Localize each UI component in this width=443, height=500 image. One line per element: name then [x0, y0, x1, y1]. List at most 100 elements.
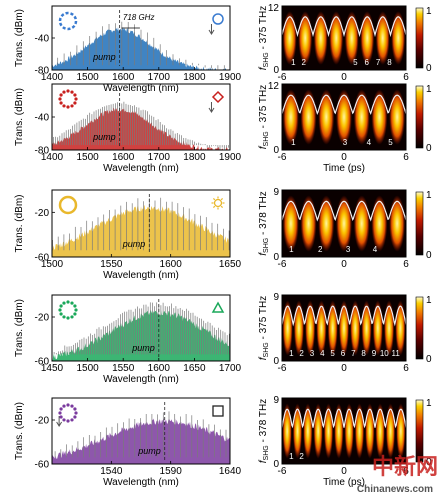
heatmap-pulse-1-2 — [313, 11, 328, 65]
heatmap-ylabel-3: fSHG - 378 THz — [258, 191, 270, 255]
heatmap-pulse-2-3 — [336, 89, 352, 145]
heatmap-ytick-bottom-4: 0 — [273, 356, 279, 367]
heatmap-xtick-1-1: 0 — [341, 72, 347, 83]
heatmap-pulse-3-2 — [318, 195, 335, 252]
pulse-label-4-0: 1 — [289, 349, 294, 358]
spectrum-frame-5 — [51, 397, 231, 465]
x-tick-label-1-4: 1800 — [183, 72, 206, 83]
heatmap-xtick-4-0: -6 — [278, 363, 287, 374]
heatmap-xtick-3-1: 0 — [341, 259, 347, 270]
diamond-symbol-icon — [211, 90, 225, 104]
spectrum-traces-2 — [52, 88, 230, 150]
heatmap-pulse-3-5 — [371, 195, 388, 252]
pulse-label-4-8: 9 — [372, 349, 377, 358]
heatmap-pulse-2-6 — [389, 89, 406, 145]
x-tick-label-3-1: 1550 — [100, 259, 123, 270]
circle-symbol-icon — [212, 13, 224, 25]
heatmap-image-2 — [282, 84, 406, 150]
x-tick-label-1-3: 1700 — [148, 72, 171, 83]
heatmap-pulse-4-3 — [316, 300, 327, 356]
heatmap-xtick-2-0: -6 — [278, 152, 287, 163]
spectrum-panel-5: 1540 1590 1640 -20 -60 Wavelength (nm) Trans. … — [14, 397, 242, 488]
x-tick-label-2-4: 1800 — [183, 152, 206, 163]
heatmap-pulse-5-11 — [396, 403, 406, 459]
heatmap-pulse-1-6 — [375, 11, 390, 65]
x-tick-label-4-5: 1700 — [219, 363, 242, 374]
pulse-label-1-1: 2 — [301, 58, 306, 67]
colorbar-tick-bottom-3: 0 — [426, 250, 432, 261]
spectrum-panel-3: 1500 1550 1600 1650 -20 -60 Wavelength (nm) Tra… — [14, 189, 242, 281]
spectrum-envelope-5 — [52, 418, 230, 464]
heatmap-xlabel-2: Time (ps) — [323, 163, 365, 174]
heatmap-trace-5 — [282, 408, 406, 429]
x-tick-label-1-5: 1900 — [219, 72, 242, 83]
pulse-label-4-5: 6 — [341, 349, 346, 358]
x-tick-label-4-3: 1600 — [148, 363, 171, 374]
y-tick-label-5-0: -20 — [35, 416, 50, 427]
heatmap-pulse-2-2 — [318, 89, 335, 145]
x-tick-label-5-0: 1540 — [100, 466, 123, 477]
pulse-label-2-0: 1 — [291, 138, 296, 147]
heatmap-xlabel-5: Time (ps) — [323, 477, 365, 488]
colorbar-tick-top-4: 1 — [426, 295, 432, 306]
pump-label-1: pump — [92, 52, 116, 62]
y-tick-label-1-0: -40 — [35, 34, 50, 45]
pump-label-3: pump — [122, 239, 146, 249]
y-tick-label-5-1: -60 — [35, 460, 50, 471]
watermark-en: Chinanews.com — [357, 484, 433, 495]
pulse-label-4-2: 3 — [310, 349, 315, 358]
pulse-label-3-3: 4 — [373, 245, 378, 254]
heatmap-pulse-5-9 — [375, 403, 385, 459]
heatmap-pulse-4-10 — [395, 300, 406, 356]
sun-symbol-icon — [213, 198, 223, 208]
y-axis-label-5: Trans. (dBm) — [14, 402, 25, 460]
heatmap-pulse-2-4 — [353, 89, 370, 145]
y-tick-label-4-1: -60 — [35, 357, 50, 368]
pump-label-5: pump — [137, 446, 161, 456]
ring-dots-icon-2 — [58, 89, 78, 109]
heatmap-pulse-4-8 — [372, 300, 383, 356]
pulse-label-3-0: 1 — [289, 245, 294, 254]
x-tick-label-4-4: 1650 — [183, 363, 206, 374]
x-tick-label-3-3: 1650 — [219, 259, 242, 270]
x-tick-label-1-2: 1600 — [112, 72, 135, 83]
spectrum-comb-lines-2 — [53, 101, 229, 150]
spectrum-traces-4 — [52, 299, 230, 361]
heatmap-pulse-1-4 — [344, 11, 359, 65]
x-tick-label-2-0: 1400 — [41, 152, 64, 163]
heatmap-xtick-2-1: 0 — [341, 152, 347, 163]
heatmap-pulse-1-5 — [360, 11, 375, 65]
heatmap-pulse-5-3 — [313, 403, 323, 459]
heatmap-image-5 — [282, 398, 406, 464]
heatmap-ytick-top-3: 9 — [273, 187, 279, 198]
x-tick-label-2-3: 1700 — [148, 152, 171, 163]
heatmap-ytick-top-1: 12 — [268, 3, 280, 14]
heatmap-ytick-top-5: 9 — [273, 395, 279, 406]
pulse-label-1-4: 7 — [376, 58, 381, 67]
heatmap-pulse-5-1 — [292, 403, 303, 459]
heatmap-frame-1 — [281, 5, 407, 71]
y-axis-label-4: Trans. (dBm) — [14, 299, 25, 357]
heatmap-frame-2 — [281, 83, 407, 151]
heatmap-background-5 — [282, 398, 406, 464]
x-tick-label-3-2: 1600 — [160, 259, 183, 270]
heatmap-ytick-bottom-1: 0 — [273, 65, 279, 76]
y-tick-label-2-0: -40 — [35, 113, 50, 124]
heatmap-xtick-5-0: -6 — [278, 466, 287, 477]
heatmap-xtick-3-0: -6 — [278, 259, 287, 270]
heatmap-pulse-3-1 — [300, 195, 317, 252]
spectrum-traces-5 — [52, 402, 230, 464]
triangle-symbol-icon — [211, 301, 225, 313]
pump-label-2: pump — [92, 132, 116, 142]
heatmap-xtick-1-2: 6 — [403, 72, 409, 83]
colorbar-5 — [415, 399, 424, 463]
pulse-label-4-4: 5 — [330, 349, 335, 358]
pulse-label-1-0: 1 — [291, 58, 296, 67]
pulse-label-5-0: 1 — [289, 452, 294, 461]
colorbar-tick-top-5: 1 — [426, 398, 432, 409]
heatmap-image-1 — [282, 6, 406, 70]
pulse-label-5-1: 2 — [299, 452, 304, 461]
